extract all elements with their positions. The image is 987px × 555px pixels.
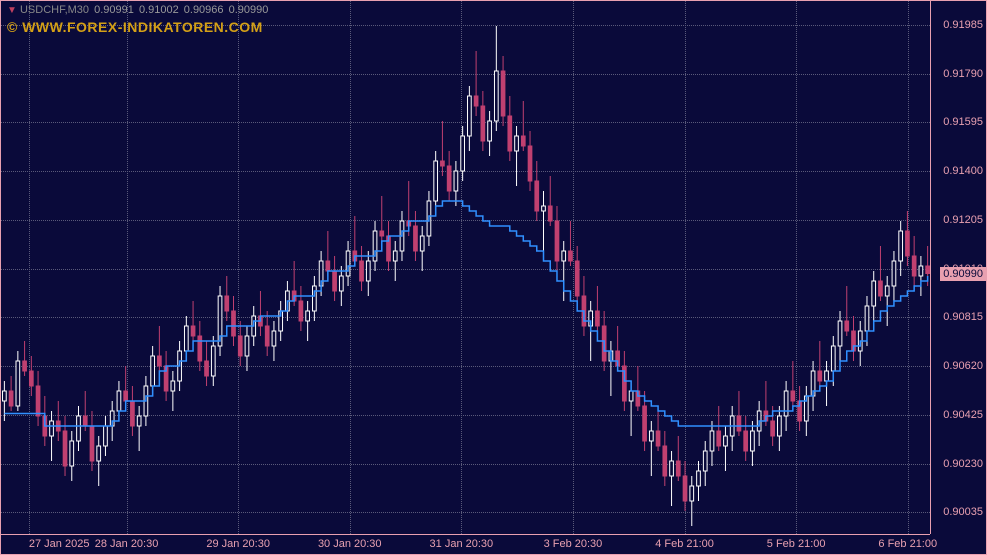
y-tick: 0.90035 xyxy=(943,506,983,518)
symbol-label: USDCHF,M30 xyxy=(20,4,89,16)
x-tick: 3 Feb 20:30 xyxy=(544,538,603,550)
x-tick: 27 Jan 2025 xyxy=(29,538,90,550)
y-tick: 0.91595 xyxy=(943,116,983,128)
y-tick: 0.90425 xyxy=(943,409,983,421)
y-tick: 0.91205 xyxy=(943,214,983,226)
x-axis: 27 Jan 2025 28 Jan 20:30 29 Jan 20:30 30 Ja… xyxy=(1,534,930,554)
ohlc-close: 0.90990 xyxy=(229,4,269,16)
ohlc-low: 0.90966 xyxy=(184,4,224,16)
x-tick: 30 Jan 20:30 xyxy=(318,538,382,550)
chart-plot-area[interactable] xyxy=(1,1,930,534)
x-tick: 31 Jan 20:30 xyxy=(430,538,494,550)
y-tick: 0.90815 xyxy=(943,311,983,323)
y-tick: 0.91400 xyxy=(943,165,983,177)
y-tick: 0.90230 xyxy=(943,458,983,470)
y-axis: 0.90990 0.90035 0.90230 0.90425 0.90620 0.90… xyxy=(930,1,986,534)
chart-header: ▼ USDCHF,M30 0.90991 0.91002 0.90966 0.9… xyxy=(7,4,268,16)
watermark: © WWW.FOREX-INDIKATOREN.COM xyxy=(7,19,263,35)
x-tick: 6 Feb 21:00 xyxy=(878,538,937,550)
current-price-label: 0.90990 xyxy=(940,267,986,281)
y-tick: 0.90620 xyxy=(943,360,983,372)
x-tick: 28 Jan 20:30 xyxy=(95,538,159,550)
y-tick: 0.91790 xyxy=(943,68,983,80)
x-tick: 29 Jan 20:30 xyxy=(206,538,270,550)
chart-container[interactable]: ▼ USDCHF,M30 0.90991 0.91002 0.90966 0.9… xyxy=(0,0,987,555)
x-tick: 4 Feb 21:00 xyxy=(655,538,714,550)
down-arrow-icon: ▼ xyxy=(7,5,17,16)
indicator-line xyxy=(4,201,927,426)
ohlc-open: 0.90991 xyxy=(94,4,134,16)
ohlc-high: 0.91002 xyxy=(139,4,179,16)
candle-series xyxy=(1,1,931,536)
y-tick: 0.91985 xyxy=(943,19,983,31)
x-tick: 5 Feb 21:00 xyxy=(767,538,826,550)
